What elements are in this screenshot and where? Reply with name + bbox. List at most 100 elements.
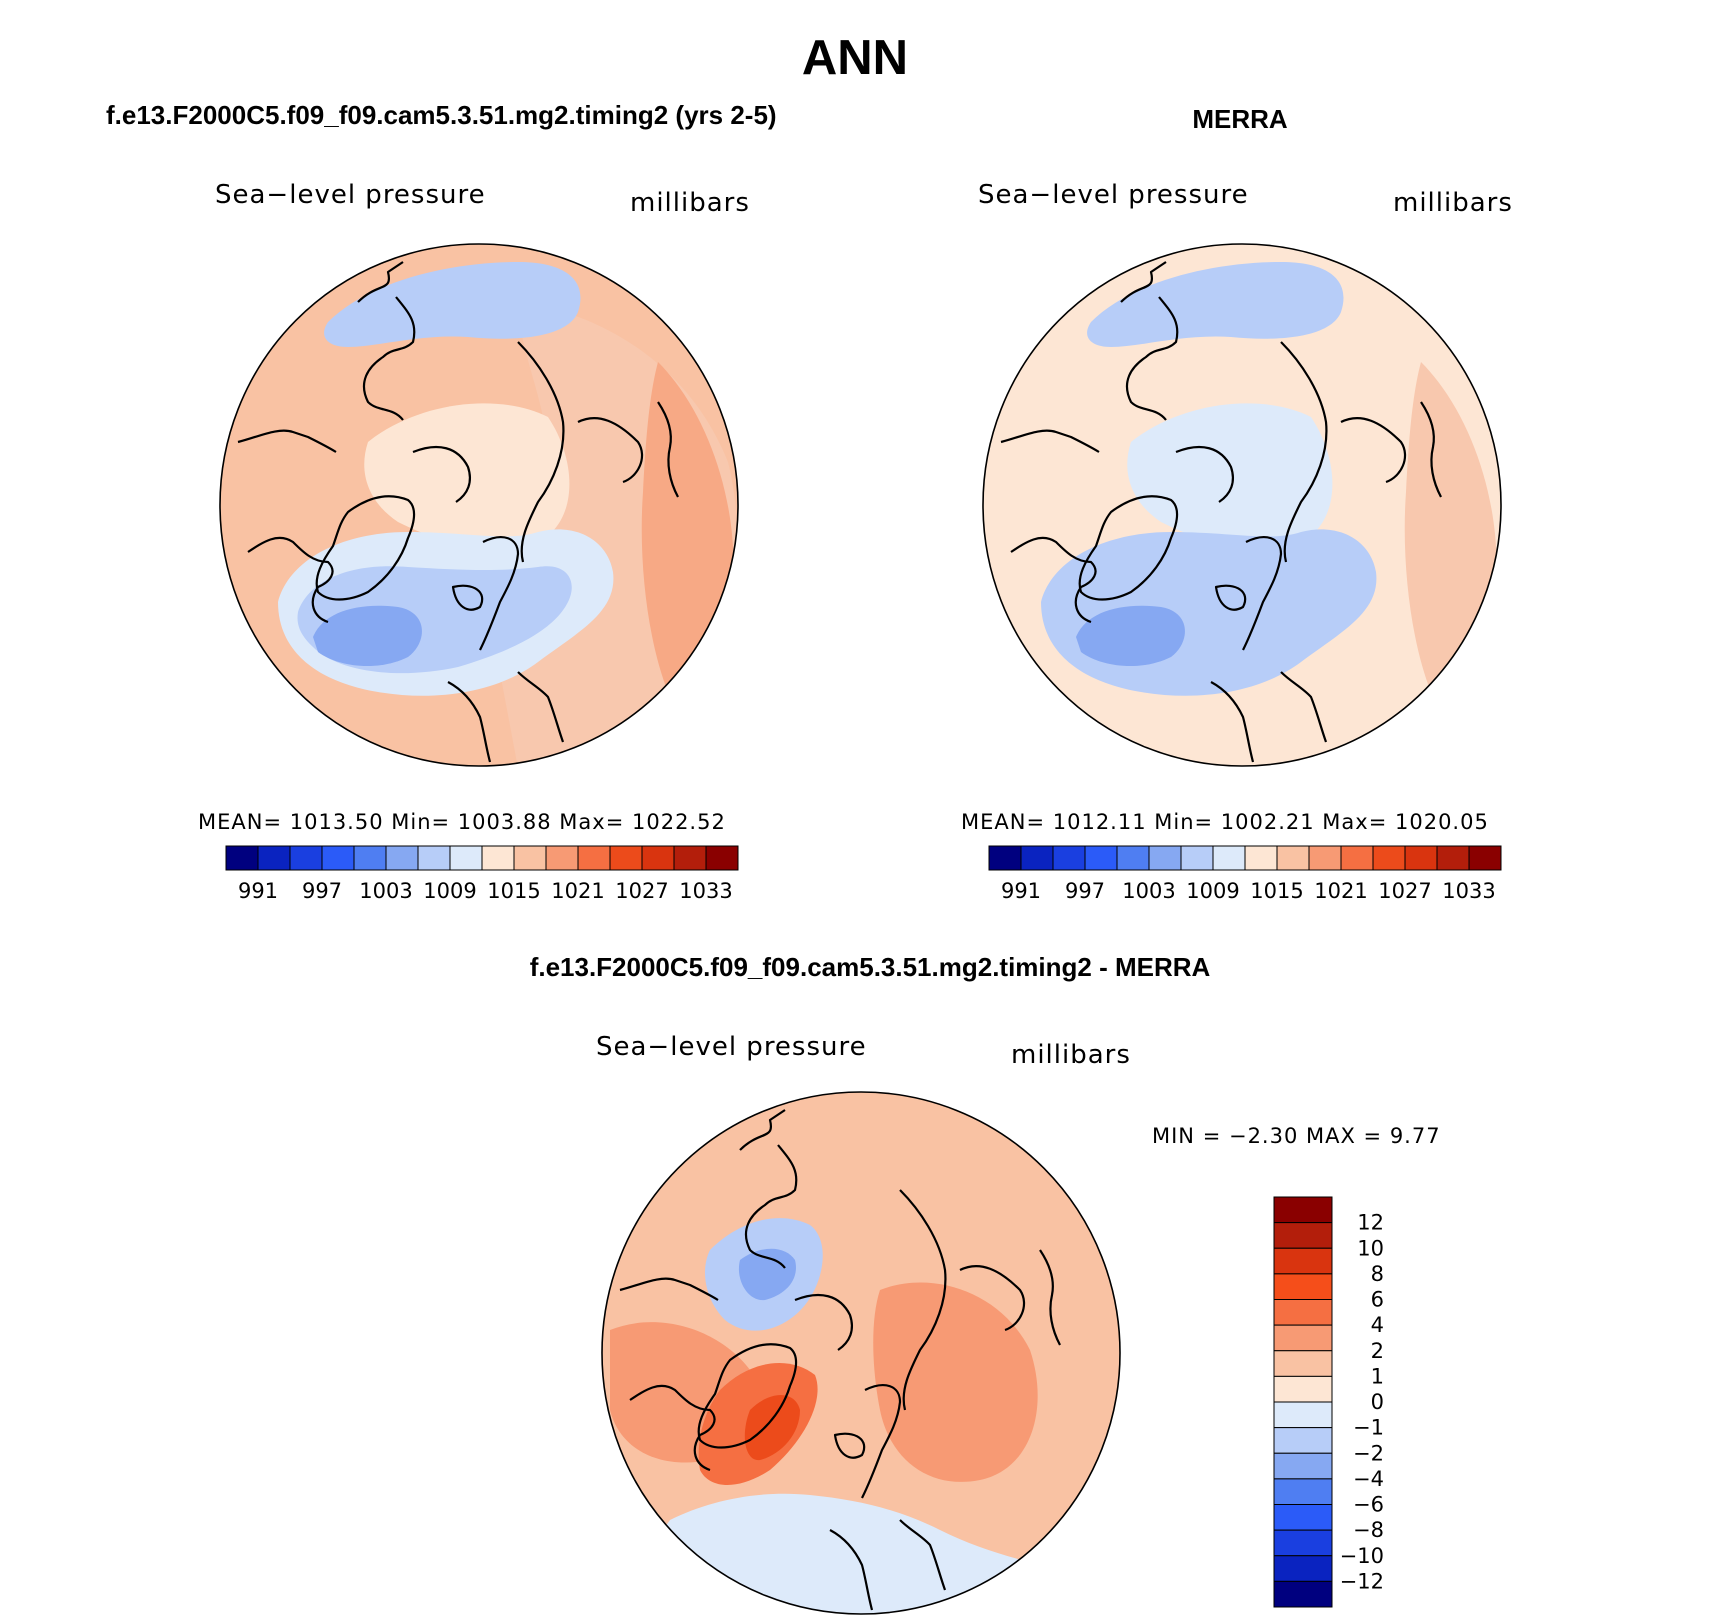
left-stats: MEAN= 1013.50 Min= 1003.88 Max= 1022.52: [198, 810, 726, 834]
colorbar-tick-label: 1015: [1250, 879, 1303, 903]
colorbar-box: [417, 845, 451, 871]
contour-region-pacific-east: [641, 362, 734, 692]
coastline-segment: [829, 1529, 874, 1611]
colorbar-box: [1273, 1529, 1333, 1557]
left-coastlines: [237, 261, 679, 763]
colorbar-box: [1273, 1478, 1333, 1505]
coastline-segment: [899, 1189, 947, 1411]
coastline-segment: [315, 495, 416, 601]
colorbar-box: [481, 845, 515, 871]
colorbar-box: [1212, 845, 1246, 871]
right-coastlines: [1000, 261, 1442, 763]
colorbar-box: [1273, 1324, 1333, 1352]
colorbar-tick-label: 997: [1065, 879, 1105, 903]
colorbar-box: [1273, 1247, 1333, 1275]
colorbar-box: [1273, 1452, 1333, 1480]
colorbar-tick-label: 1021: [551, 879, 604, 903]
colorbar-tick-label: 1: [1371, 1364, 1384, 1388]
colorbar-box: [1116, 845, 1150, 871]
left-contour-fills: [278, 262, 738, 766]
colorbar-box: [1468, 845, 1502, 871]
coastline-segment: [959, 1265, 1026, 1332]
colorbar-box: [1020, 845, 1054, 871]
contour-region-arctic-center: [1127, 403, 1333, 551]
colorbar-box: [1273, 1350, 1333, 1377]
colorbar-box: [545, 845, 579, 871]
coastline-segment: [451, 584, 484, 611]
coastline-segment: [739, 1109, 798, 1269]
contour-region-aleutian-top: [1087, 262, 1344, 347]
colorbar-tick-label: 1021: [1314, 879, 1367, 903]
coastline-segment: [899, 1519, 947, 1591]
colorbar-box: [1404, 845, 1438, 871]
colorbar-tick-label: 997: [302, 879, 342, 903]
colorbar-tick-label: 991: [1001, 879, 1041, 903]
coastline-segment: [1078, 495, 1179, 601]
left-variable-label: Sea−level pressure: [215, 180, 486, 210]
coastline-segment: [447, 681, 492, 763]
colorbar-box: [225, 845, 259, 871]
diff-stats: MIN = −2.30 MAX = 9.77: [1152, 1124, 1441, 1148]
coastline-segment: [247, 536, 334, 624]
coastline-segment: [619, 1277, 719, 1301]
coastline-segment: [1420, 401, 1442, 498]
coastline-segment: [1280, 671, 1328, 743]
coastline-segment: [357, 261, 416, 421]
contour-region-siberia: [873, 1282, 1038, 1482]
colorbar-tick-label: −6: [1353, 1493, 1384, 1517]
colorbar-tick-label: −10: [1340, 1544, 1384, 1568]
colorbar-box: [1273, 1401, 1333, 1429]
colorbar-box: [1273, 1273, 1333, 1300]
colorbar-box: [1273, 1580, 1333, 1608]
coastline-segment: [412, 445, 472, 503]
colorbar-tick-label: 1027: [1378, 879, 1431, 903]
colorbar-tick-label: 1009: [1186, 879, 1239, 903]
contour-region-greenland-core: [744, 1395, 800, 1461]
colorbar-box: [641, 845, 675, 871]
coastline-segment: [577, 417, 644, 484]
colorbar-box: [257, 845, 291, 871]
coastline-segment: [1000, 429, 1100, 453]
colorbar-tick-label: 4: [1371, 1313, 1384, 1337]
colorbar-box: [705, 845, 739, 871]
diff-map-border: [601, 1091, 1121, 1615]
diff-units-label: millibars: [1011, 1040, 1131, 1070]
colorbar-box: [1273, 1222, 1333, 1249]
contour-region-icelandic-core: [313, 605, 422, 667]
colorbar-box: [1273, 1555, 1333, 1582]
colorbar-box: [1273, 1299, 1333, 1326]
right-variable-label: Sea−level pressure: [978, 180, 1249, 210]
right-panel-title: MERRA: [1192, 104, 1288, 134]
colorbar-box: [1276, 845, 1310, 871]
diff-variable-label: Sea−level pressure: [596, 1032, 867, 1062]
colorbar-tick-label: 2: [1371, 1339, 1384, 1363]
colorbar-tick-label: 1027: [615, 879, 668, 903]
coastline-segment: [1214, 584, 1247, 611]
colorbar-tick-label: 8: [1371, 1262, 1384, 1286]
colorbar-tick-label: 1015: [487, 879, 540, 903]
colorbar-tick-label: 6: [1371, 1288, 1384, 1312]
colorbar-box: [513, 845, 547, 871]
colorbar-box: [1180, 845, 1214, 871]
right-stats: MEAN= 1012.11 Min= 1002.21 Max= 1020.05: [961, 810, 1489, 834]
left-units-label: millibars: [630, 188, 750, 218]
colorbar-box: [449, 845, 483, 871]
colorbar-box: [1273, 1427, 1333, 1454]
colorbar-box: [1244, 845, 1278, 871]
coastline-segment: [1340, 417, 1407, 484]
coastline-segment: [861, 1384, 902, 1499]
colorbar-box: [1340, 845, 1374, 871]
colorbar-box: [385, 845, 419, 871]
difference-polar-map: [601, 1091, 1121, 1615]
colorbar-tick-label: −1: [1353, 1416, 1384, 1440]
contour-region-west-low-core: [738, 1248, 796, 1301]
right-colorbar: 991 997 1003 1009 1015 1021 1027 1033: [988, 845, 1502, 903]
colorbar-tick-label: −8: [1353, 1518, 1384, 1542]
colorbar-tick-label: 1033: [1442, 879, 1495, 903]
colorbar-box: [1148, 845, 1182, 871]
colorbar-box: [1084, 845, 1118, 871]
coastline-segment: [1010, 536, 1097, 624]
left-panel-title: f.e13.F2000C5.f09_f09.cam5.3.51.mg2.timi…: [106, 100, 777, 130]
colorbar-tick-label: 10: [1357, 1236, 1384, 1260]
